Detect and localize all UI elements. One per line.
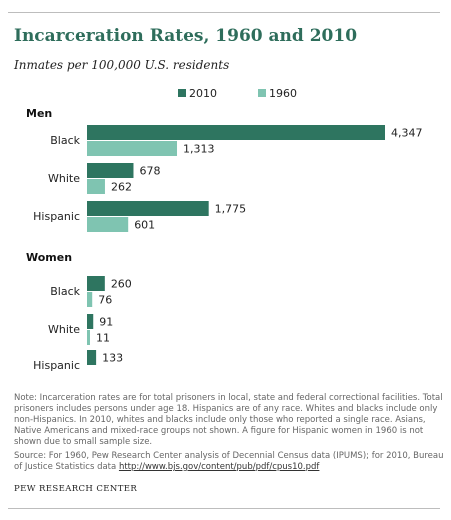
value-label-men-black-1960: 1,313 (183, 143, 215, 156)
bar-women-white-1960 (87, 330, 90, 345)
bar-men-hispanic-2010 (87, 201, 209, 216)
bar-men-hispanic-1960 (87, 217, 129, 232)
category-label-men-black: Black (50, 134, 80, 147)
value-label-men-hispanic-1960: 601 (134, 219, 155, 232)
category-label-women-hispanic: Hispanic (33, 359, 80, 372)
category-label-women-white: White (48, 323, 80, 336)
value-label-women-white-2010: 91 (99, 316, 113, 329)
bar-men-black-2010 (87, 125, 385, 140)
bar-women-hispanic-2010 (87, 350, 97, 365)
value-label-women-white-1960: 11 (96, 332, 110, 345)
chart-source: Source: For 1960, Pew Research Center an… (14, 451, 444, 473)
legend-swatch-1960 (258, 89, 266, 97)
chart-subtitle: Inmates per 100,000 U.S. residents (14, 58, 230, 72)
source-text: Source: For 1960, Pew Research Center an… (14, 451, 444, 472)
legend-label-2010: 2010 (189, 87, 217, 100)
bar-chart: 2010 1960 Men Black 4,347 1,313 White 678 262 His… (26, 87, 423, 372)
legend-label-1960: 1960 (269, 87, 297, 100)
bar-men-white-1960 (87, 179, 105, 194)
value-label-women-hispanic-2010: 133 (102, 352, 123, 365)
group-title-women: Women (26, 251, 72, 264)
category-label-women-black: Black (50, 285, 80, 298)
publisher-credit: PEW RESEARCH CENTER (14, 484, 138, 494)
legend-swatch-2010 (178, 89, 186, 97)
category-label-men-hispanic: Hispanic (33, 210, 80, 223)
bar-women-black-2010 (87, 276, 105, 291)
top-rule (8, 12, 440, 13)
group-title-men: Men (26, 107, 52, 120)
bar-women-black-1960 (87, 292, 93, 307)
chart-title: Incarceration Rates, 1960 and 2010 (14, 26, 358, 46)
value-label-men-white-1960: 262 (111, 181, 132, 194)
bar-men-white-2010 (87, 163, 134, 178)
source-link[interactable]: http://www.bjs.gov/content/pub/pdf/cpus1… (118, 462, 320, 472)
category-label-men-white: White (48, 172, 80, 185)
value-label-men-black-2010: 4,347 (391, 127, 423, 140)
chart-note: Note: Incarceration rates are for total … (14, 393, 443, 447)
value-label-men-hispanic-2010: 1,775 (215, 203, 247, 216)
bar-men-black-1960 (87, 141, 178, 156)
bottom-rule (8, 508, 440, 509)
bar-women-white-2010 (87, 314, 94, 329)
value-label-women-black-2010: 260 (111, 278, 132, 291)
value-label-men-white-2010: 678 (139, 165, 160, 178)
value-label-women-black-1960: 76 (98, 294, 112, 307)
